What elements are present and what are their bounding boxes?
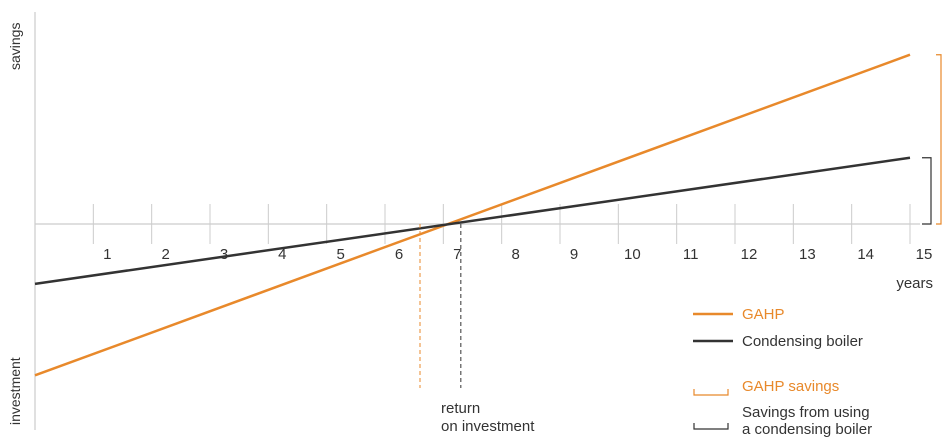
x-tick-label: 9 [570, 246, 578, 263]
y-axis-label-savings: savings [7, 23, 23, 70]
axes [34, 12, 920, 430]
roi-markers [419, 224, 462, 388]
legend-gahp-label: GAHP [742, 306, 785, 323]
series-lines [34, 53, 911, 377]
x-tick-label: 6 [395, 246, 403, 263]
legend-boiler-label: Condensing boiler [742, 333, 863, 350]
x-tick-label: 11 [683, 246, 699, 263]
legend-boiler-savings-label-2: a condensing boiler [742, 421, 872, 438]
x-tick-label: 2 [161, 246, 169, 263]
legend-gahp-savings-bracket-icon [693, 389, 729, 396]
x-tick-label: 4 [278, 246, 286, 263]
legend-boiler-savings-label-1: Savings from using [742, 404, 870, 421]
x-tick-label: 3 [220, 246, 228, 263]
savings-brackets [922, 54, 942, 225]
legend: GAHP Condensing boiler GAHP savings Savi… [693, 306, 872, 438]
x-tick-label: 12 [741, 246, 758, 263]
gahp-savings-bracket [936, 54, 942, 225]
series-line-gahp [34, 53, 911, 377]
x-tick-label: 10 [624, 246, 641, 263]
x-tick-label: 15 [916, 246, 933, 263]
x-ticks: 1 2 3 4 5 6 7 8 9 10 11 12 13 14 15 [92, 204, 933, 263]
y-axis-label-investment: investment [7, 357, 23, 425]
x-tick-label: 5 [336, 246, 344, 263]
x-tick-label: 1 [103, 246, 111, 263]
series-line-condensing-boiler [34, 156, 911, 286]
x-tick-label: 14 [857, 246, 874, 263]
x-tick-label: 7 [453, 246, 461, 263]
x-tick-label: 13 [799, 246, 816, 263]
legend-gahp-savings-label: GAHP savings [742, 378, 839, 395]
boiler-savings-bracket [922, 157, 932, 225]
roi-label-line1: return [441, 400, 480, 417]
x-axis-label: years [896, 275, 933, 292]
x-tick-label: 8 [511, 246, 519, 263]
roi-label-line2: on investment [441, 418, 535, 435]
legend-boiler-savings-bracket-icon [693, 423, 729, 430]
